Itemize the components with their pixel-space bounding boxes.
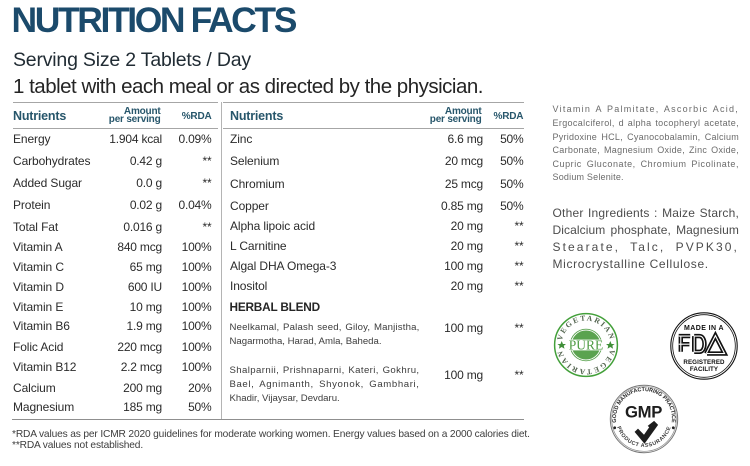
svg-text:MADE IN A: MADE IN A bbox=[684, 325, 724, 332]
svg-text:GMP: GMP bbox=[625, 402, 662, 421]
svg-text:REGISTERED: REGISTERED bbox=[683, 359, 725, 366]
svg-text:FACILITY: FACILITY bbox=[690, 365, 719, 372]
svg-text:PURE: PURE bbox=[569, 337, 604, 352]
